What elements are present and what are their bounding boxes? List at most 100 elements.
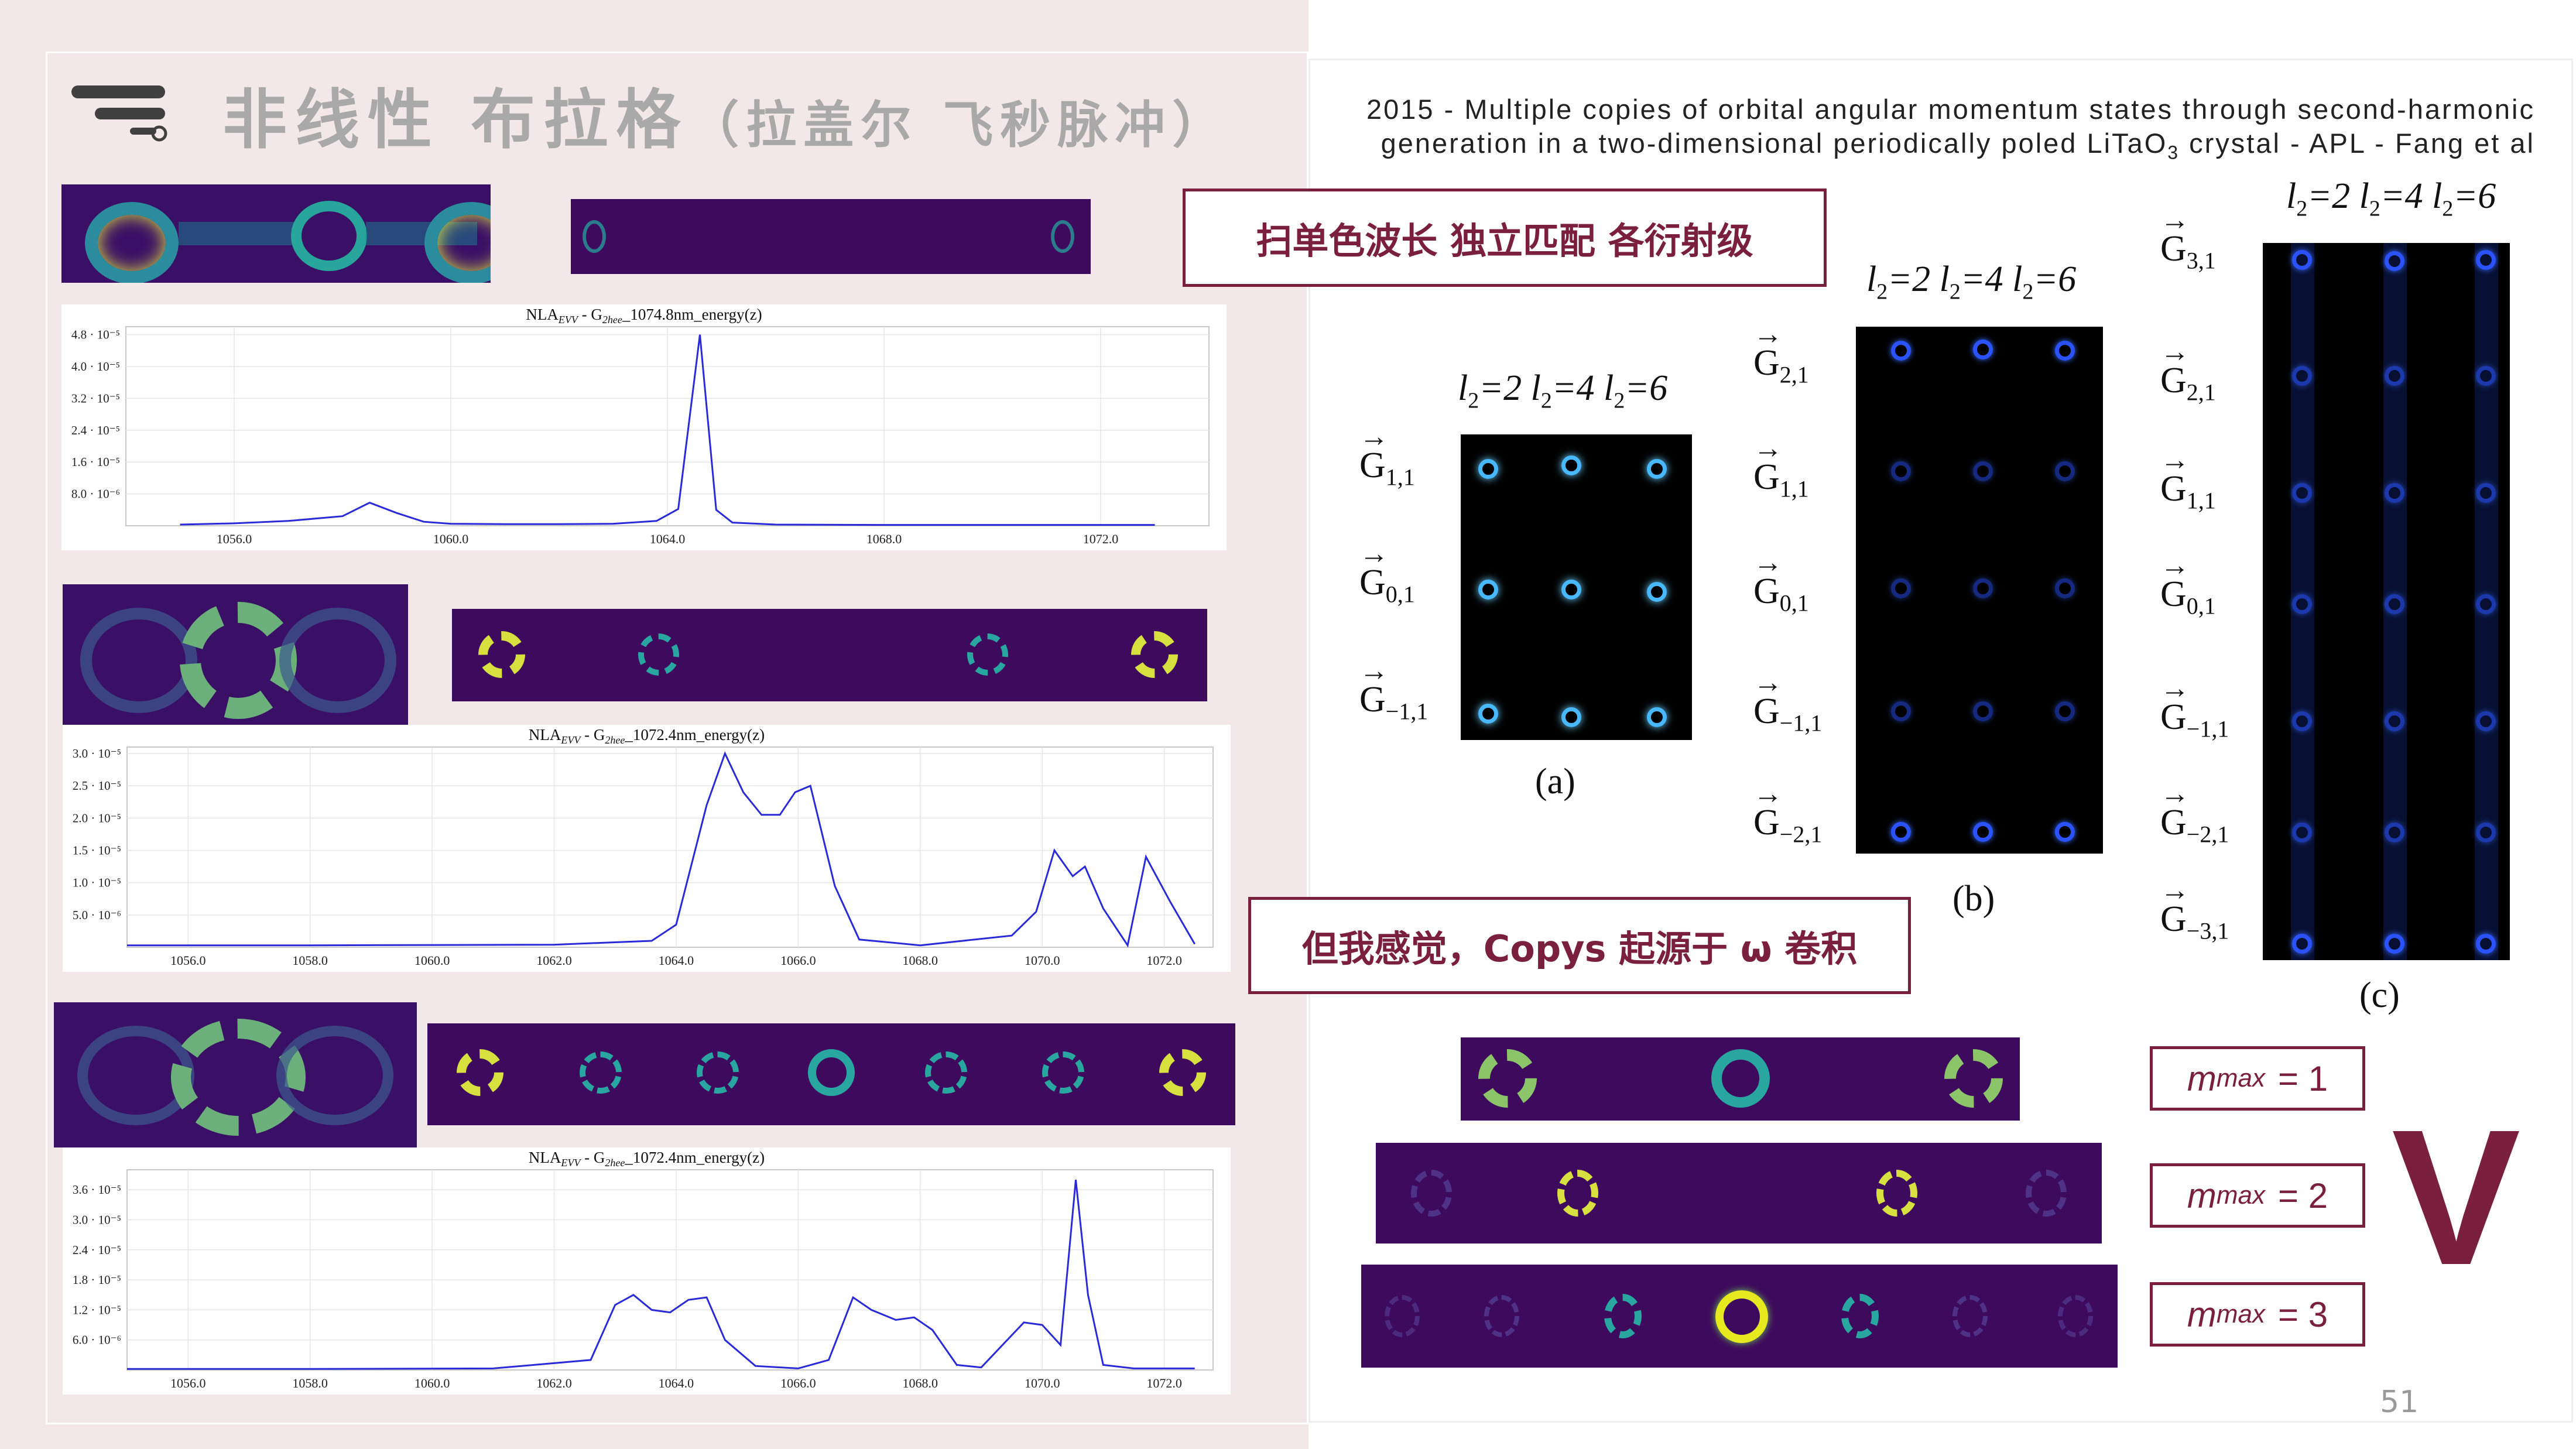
x-tick-label: 1060.0 bbox=[415, 1376, 450, 1390]
beam-profile-image-3 bbox=[452, 609, 1207, 701]
fig-b-g-label-3: G0,1 → bbox=[1753, 546, 1809, 616]
mmax3-beam-strip bbox=[1361, 1265, 2118, 1368]
x-tick-label: 1068.0 bbox=[903, 953, 938, 968]
fig-c-g-label-5: G−1,1 → bbox=[2160, 672, 2229, 742]
beam-profile-image-4 bbox=[427, 1023, 1235, 1125]
figure-b-image bbox=[1856, 327, 2103, 854]
x-tick-label: 1060.0 bbox=[433, 532, 469, 546]
figure-c-image bbox=[2263, 243, 2510, 960]
x-tick-label: 1060.0 bbox=[415, 953, 450, 968]
fig-c-g-label-4: G0,1 → bbox=[2160, 549, 2216, 619]
chart-title: NLAEVV - G2hee_1072.4nm_energy(z) bbox=[529, 1149, 765, 1169]
energy-series-line bbox=[180, 334, 1155, 526]
x-tick-label: 1072.0 bbox=[1146, 1376, 1182, 1390]
vector-arrow-icon: → bbox=[1753, 431, 1783, 464]
callout-convolution: 但我感觉，Copys 起源于 ω 卷积 bbox=[1248, 897, 1911, 994]
fig-c-l-labels: l2=2 l2=4 l2=6 bbox=[2286, 176, 2496, 221]
chart-1: NLAEVV - G2hee_1074.8nm_energy(z) 1056.0 1… bbox=[61, 304, 1227, 550]
mmax-box-1: m max = 1 bbox=[2150, 1046, 2365, 1111]
y-tick-label: 5.0 · 10⁻⁶ bbox=[73, 908, 121, 922]
fig-a-g-label-2: G0,1 → bbox=[1359, 537, 1415, 608]
fig-b-g-label-5: G−2,1 → bbox=[1753, 777, 1823, 848]
callout-scan: 扫单色波长 独立匹配 各衍射级 bbox=[1183, 189, 1827, 287]
mmax2-beam-strip bbox=[1376, 1143, 2102, 1244]
vector-arrow-icon: → bbox=[1359, 654, 1389, 687]
paper-ref-line1: 2015 - Multiple copies of orbital angula… bbox=[1366, 94, 2535, 125]
vector-arrow-icon: → bbox=[2160, 335, 2190, 368]
x-tick-label: 1064.0 bbox=[650, 532, 686, 546]
y-tick-label: 3.2 · 10⁻⁵ bbox=[71, 391, 120, 405]
vector-arrow-icon: → bbox=[2160, 873, 2190, 906]
chart-3: NLAEVV - G2hee_1072.4nm_energy(z) 1056.0 1… bbox=[63, 1147, 1231, 1395]
mmax-box-2: m max = 2 bbox=[2150, 1163, 2365, 1228]
mmax1-beam-strip bbox=[1461, 1037, 2020, 1121]
fig-b-g-label-4: G−1,1 → bbox=[1753, 666, 1823, 737]
x-tick-label: 1056.0 bbox=[217, 532, 252, 546]
x-tick-label: 1068.0 bbox=[866, 532, 902, 546]
energy-series-line bbox=[127, 751, 1195, 948]
y-tick-label: 4.0 · 10⁻⁵ bbox=[71, 359, 120, 374]
title-main: 非线性 布拉格 bbox=[222, 83, 689, 157]
vector-arrow-icon: → bbox=[1753, 777, 1783, 810]
chart-2: NLAEVV - G2hee_1072.4nm_energy(z) 1056.0 1… bbox=[63, 725, 1231, 972]
x-tick-label: 1056.0 bbox=[170, 953, 206, 968]
fig-c-caption: (c) bbox=[2359, 975, 2400, 1015]
y-tick-label: 2.4 · 10⁻⁵ bbox=[71, 423, 120, 437]
vector-arrow-icon: → bbox=[2160, 549, 2190, 581]
fig-a-caption: (a) bbox=[1535, 762, 1575, 801]
y-tick-label: 1.8 · 10⁻⁵ bbox=[73, 1273, 121, 1287]
chart-2-svg: NLAEVV - G2hee_1072.4nm_energy(z) 1056.0 1… bbox=[73, 726, 1214, 968]
y-tick-label: 1.0 · 10⁻⁵ bbox=[73, 876, 121, 890]
x-tick-label: 1070.0 bbox=[1025, 953, 1060, 968]
figure-a-image bbox=[1461, 434, 1692, 740]
fig-b-l-labels: l2=2 l2=4 l2=6 bbox=[1866, 259, 2077, 304]
vector-arrow-icon: → bbox=[1753, 317, 1783, 350]
chart-title: NLAEVV - G2hee_1074.8nm_energy(z) bbox=[526, 306, 762, 326]
x-tick-label: 1062.0 bbox=[536, 953, 572, 968]
left-panel-frame bbox=[46, 52, 1308, 1424]
fig-c-g-label-7: G−3,1 → bbox=[2160, 873, 2229, 944]
beam-profile-image-2 bbox=[571, 199, 1091, 274]
x-tick-label: 1062.0 bbox=[536, 1376, 572, 1390]
page-title: 非线性 布拉格（拉盖尔 飞秒脉冲） bbox=[222, 67, 1229, 161]
plot-area bbox=[126, 1169, 1214, 1371]
vector-arrow-icon: → bbox=[1359, 537, 1389, 570]
page-number: 51 bbox=[2380, 1385, 2419, 1420]
vector-arrow-icon: → bbox=[1753, 546, 1783, 578]
chart-title: NLAEVV - G2hee_1072.4nm_energy(z) bbox=[529, 726, 765, 746]
chart-1-svg: NLAEVV - G2hee_1074.8nm_energy(z) 1056.0 1… bbox=[71, 306, 1210, 546]
fig-b-g-label-1: G2,1 → bbox=[1753, 317, 1809, 388]
menu-logo-icon bbox=[71, 85, 167, 142]
fig-c-g-label-6: G−2,1 → bbox=[2160, 777, 2229, 848]
x-tick-label: 1058.0 bbox=[292, 1376, 328, 1390]
x-tick-label: 1056.0 bbox=[170, 1376, 206, 1390]
y-tick-label: 3.0 · 10⁻⁵ bbox=[73, 746, 121, 761]
y-tick-label: 4.8 · 10⁻⁵ bbox=[71, 328, 120, 342]
fig-b-g-label-2: G1,1 → bbox=[1753, 431, 1809, 502]
y-tick-label: 2.4 · 10⁻⁵ bbox=[73, 1243, 121, 1257]
chart-3-svg: NLAEVV - G2hee_1072.4nm_energy(z) 1056.0 1… bbox=[73, 1149, 1214, 1390]
x-tick-label: 1066.0 bbox=[780, 953, 816, 968]
y-tick-label: 1.6 · 10⁻⁵ bbox=[71, 455, 120, 469]
x-tick-label: 1072.0 bbox=[1146, 953, 1182, 968]
x-tick-label: 1064.0 bbox=[659, 1376, 694, 1390]
interference-pattern-2 bbox=[54, 1002, 417, 1147]
fig-a-g-label-3: G−1,1 → bbox=[1359, 654, 1429, 725]
paper-ref-line2: generation in a two-dimensional periodic… bbox=[1381, 128, 2535, 163]
x-tick-label: 1058.0 bbox=[292, 953, 328, 968]
x-tick-label: 1068.0 bbox=[903, 1376, 938, 1390]
y-tick-label: 3.6 · 10⁻⁵ bbox=[73, 1183, 121, 1197]
y-tick-label: 3.0 · 10⁻⁵ bbox=[73, 1213, 121, 1227]
y-tick-label: 8.0 · 10⁻⁶ bbox=[71, 487, 120, 501]
fig-c-g-label-2: G2,1 → bbox=[2160, 335, 2216, 406]
mmax-box-3: m max = 3 bbox=[2150, 1282, 2365, 1347]
big-v-symbol: V bbox=[2392, 1089, 2521, 1305]
fig-b-caption: (b) bbox=[1952, 879, 1995, 919]
plot-area bbox=[126, 746, 1214, 948]
y-tick-label: 6.0 · 10⁻⁶ bbox=[73, 1333, 121, 1347]
title-subtitle: （拉盖尔 飞秒脉冲） bbox=[688, 96, 1230, 155]
vector-arrow-icon: → bbox=[1753, 666, 1783, 698]
vector-arrow-icon: → bbox=[2160, 203, 2190, 236]
interference-pattern-1 bbox=[63, 584, 408, 731]
vector-arrow-icon: → bbox=[2160, 443, 2190, 476]
